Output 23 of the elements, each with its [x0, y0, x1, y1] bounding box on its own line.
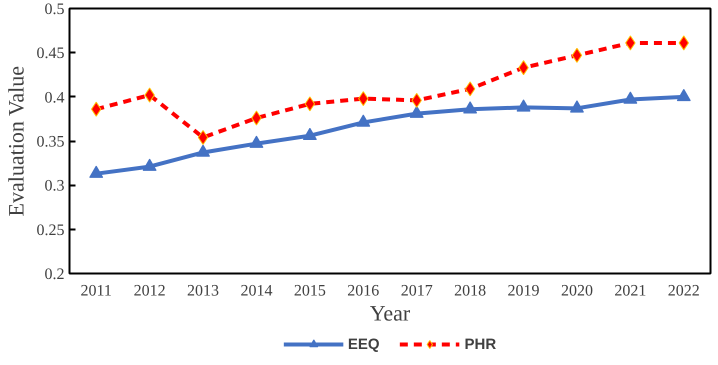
x-tick-label: 2014: [240, 282, 272, 300]
y-tick-label: 0.2: [44, 266, 64, 283]
legend-label: EEQ: [348, 336, 380, 352]
y-tick-label: 0.45: [36, 45, 64, 62]
y-axis-title: Evaluation Value: [4, 66, 28, 216]
y-tick-label: 0.25: [36, 222, 64, 239]
y-tick-label: 0.35: [36, 134, 64, 150]
x-axis-title: Year: [370, 300, 411, 326]
x-tick-label: 2015: [294, 282, 326, 300]
x-tick-label: 2019: [508, 282, 540, 300]
legend-label: PHR: [464, 336, 496, 352]
x-tick-label: 2018: [454, 282, 486, 300]
y-tick-label: 0.5: [44, 1, 64, 18]
y-tick-label: 0.3: [44, 178, 64, 195]
x-tick-label: 2022: [668, 282, 700, 300]
x-tick-label: 2021: [614, 282, 646, 300]
y-tick-label: 0.4: [44, 89, 64, 106]
x-tick-label: 2016: [347, 282, 380, 300]
x-tick-label: 2012: [134, 282, 166, 300]
x-tick-label: 2020: [560, 282, 593, 300]
x-tick-label: 2017: [400, 282, 433, 300]
x-tick-label: 2011: [80, 282, 112, 300]
x-tick-label: 2013: [187, 282, 220, 300]
